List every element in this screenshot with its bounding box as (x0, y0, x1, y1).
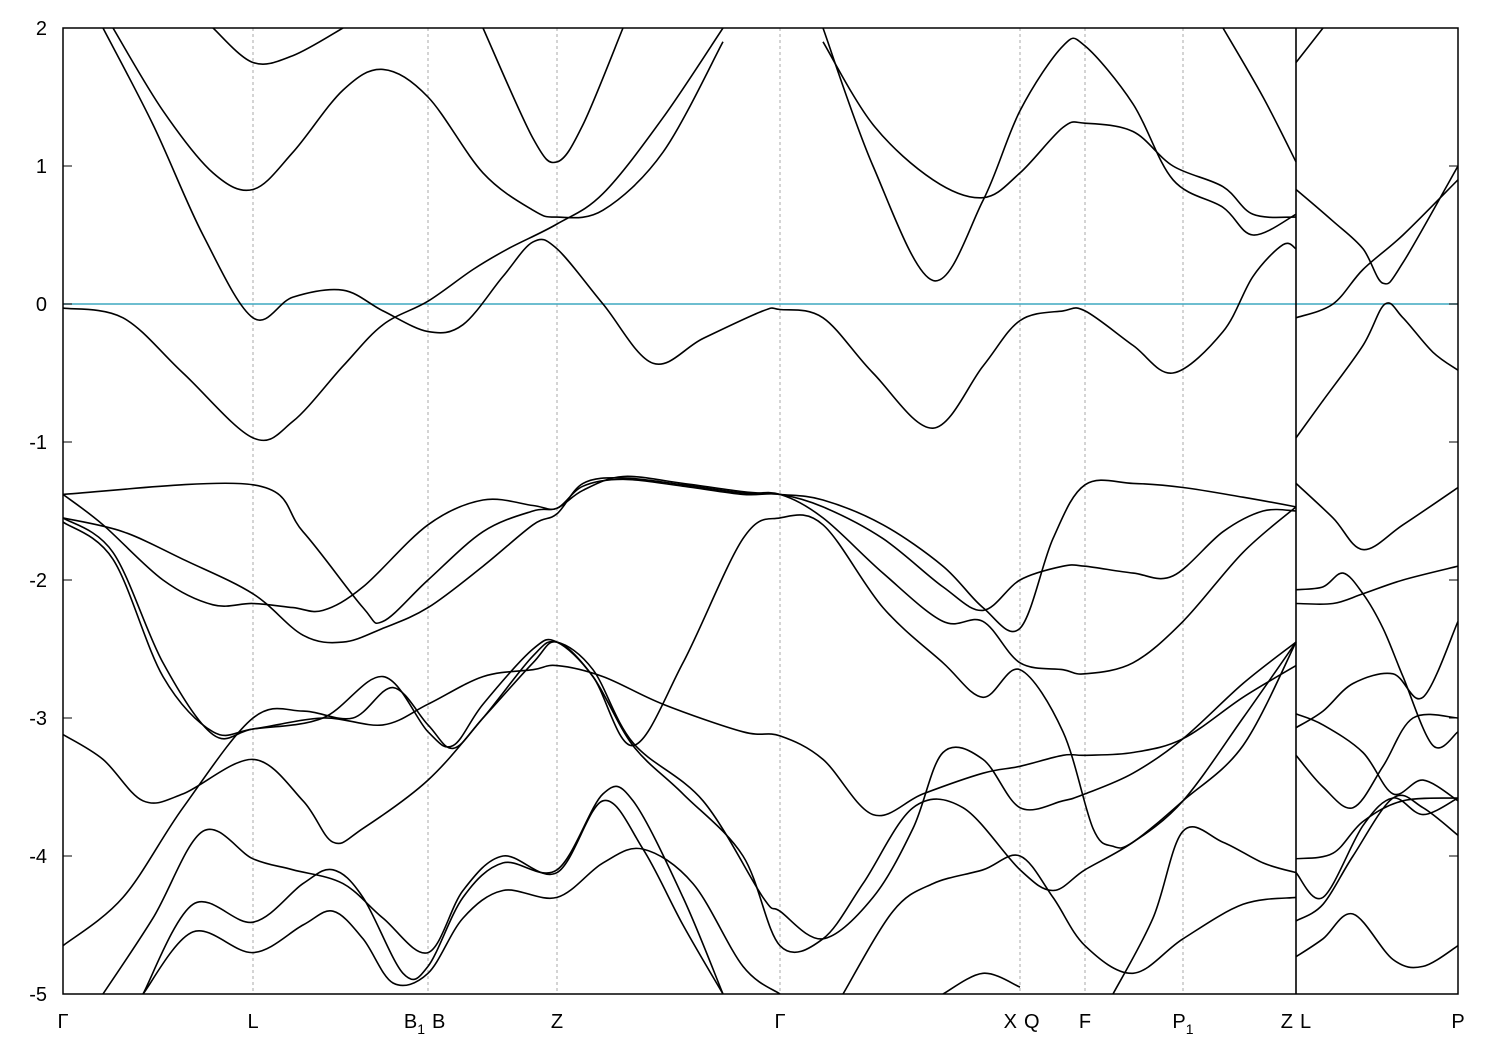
band-line-27 (1295, 572, 1458, 749)
x-tick-label-kpoint: B1 (404, 1011, 425, 1037)
x-tick-label-kpoint: L (1300, 1011, 1311, 1033)
x-tick-label-kpoint: Z (1281, 1011, 1293, 1033)
y-tick-label: 0 (36, 294, 47, 316)
band-line-23 (842, 854, 1297, 994)
x-tick-label-kpoint: X (1004, 1011, 1017, 1033)
y-tick-label: 2 (36, 18, 47, 40)
band-line-24 (942, 972, 1021, 994)
x-axis: Γ L B1 B Z Γ X Q F P1 Z L P (57, 1011, 1464, 1037)
x-tick-label-kpoint: Z (551, 1011, 563, 1033)
band-line-2 (102, 28, 1297, 430)
band-line-32 (1295, 797, 1458, 860)
x-tick-label-kpoint: F (1079, 1011, 1091, 1033)
band-line-13 (63, 475, 1297, 633)
band-line-9 (1295, 28, 1324, 63)
band-line-8 (1222, 28, 1297, 163)
y-tick-label: -3 (29, 708, 47, 730)
x-tick-label-kpoint: Q (1024, 1011, 1040, 1033)
band-line-5 (482, 28, 624, 164)
y-tick-label: -5 (29, 984, 47, 1006)
x-tick-label-kpoint: P1 (1172, 1011, 1193, 1037)
band-line-17 (63, 521, 1297, 817)
y-tick-label: -1 (29, 432, 47, 454)
band-line-34 (1295, 912, 1458, 969)
band-line-16 (63, 514, 1297, 849)
band-line-26 (1295, 482, 1458, 551)
bands-layer (63, 28, 1458, 994)
band-line-14 (63, 478, 1297, 613)
band-line-18 (63, 640, 1297, 940)
y-tick-label: 1 (36, 156, 47, 178)
band-line-19 (63, 641, 1297, 954)
band-line-7 (822, 41, 1297, 219)
band-line-15 (63, 476, 1297, 675)
x-tick-label-kpoint: P (1451, 1011, 1464, 1033)
x-tick-label-kpoint: Γ (57, 1011, 68, 1033)
plot-frame (62, 27, 1459, 995)
band-line-10 (1295, 165, 1458, 285)
x-tick-label-kpoint: Γ (774, 1011, 785, 1033)
band-line-25 (1112, 826, 1297, 994)
band-line-4 (212, 28, 344, 65)
y-tick-label: -2 (29, 570, 47, 592)
band-line-3 (112, 28, 724, 219)
x-tick-label-kpoint: L (247, 1011, 258, 1033)
band-line-22 (142, 847, 781, 994)
band-line-29 (1295, 713, 1458, 802)
band-line-1 (63, 28, 724, 442)
y-axis: -5 -4 -3 -2 -1 0 1 2 (29, 18, 1458, 1006)
band-line-11 (1295, 179, 1458, 319)
band-line-28 (1295, 565, 1458, 606)
x-tick-label-kpoint: B (432, 1011, 445, 1033)
band-line-12 (1295, 302, 1458, 439)
band-line-31 (1295, 713, 1458, 809)
grid-layer (252, 28, 1297, 994)
band-line-6 (822, 28, 1297, 282)
band-line-33 (1295, 794, 1458, 922)
band-line-30 (1295, 621, 1458, 729)
band-line-35 (1295, 797, 1458, 900)
band-line-20 (102, 799, 724, 994)
y-tick-label: -4 (29, 846, 47, 868)
band-line-21 (142, 785, 724, 994)
